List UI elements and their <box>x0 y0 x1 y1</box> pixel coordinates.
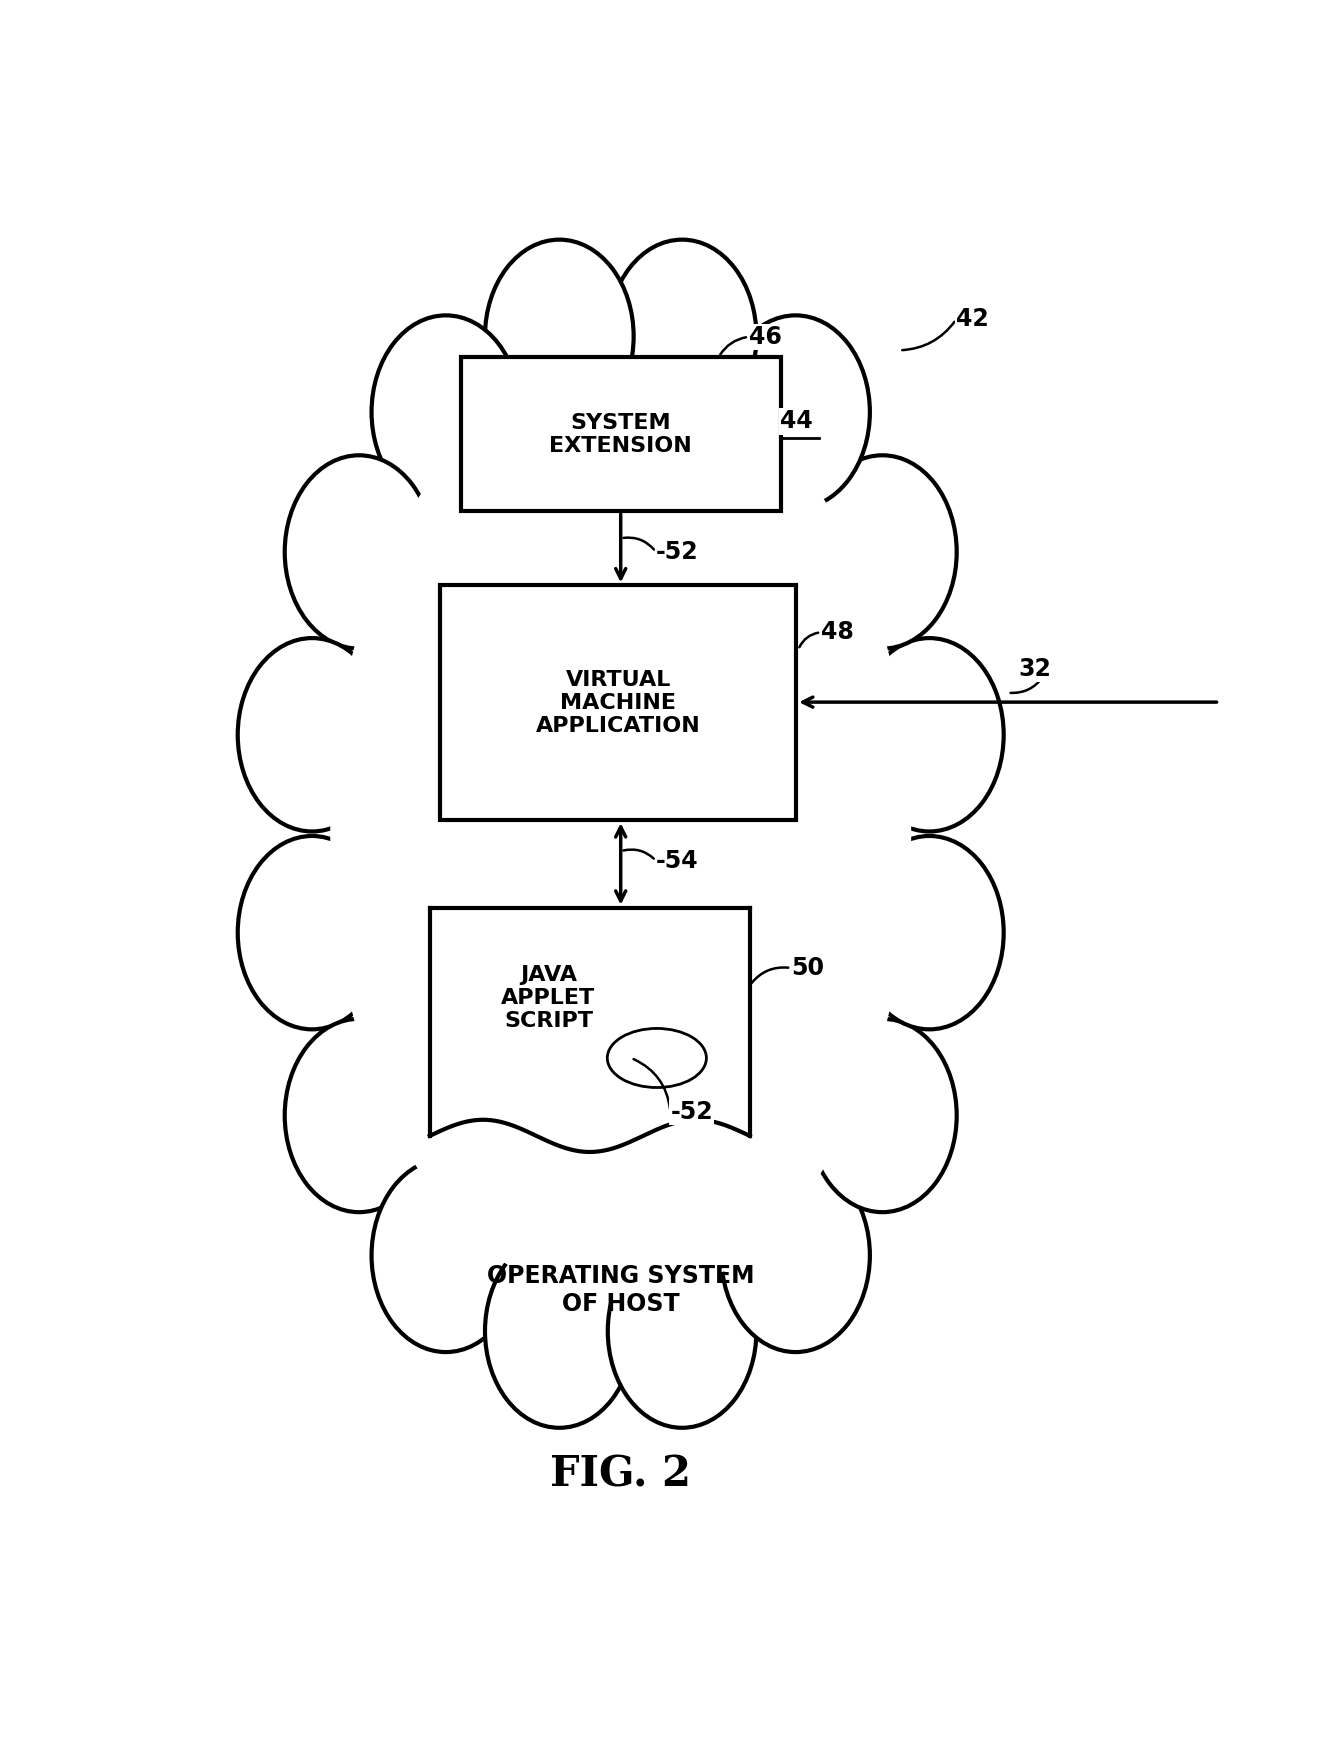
Text: 32: 32 <box>1018 656 1051 680</box>
Text: OPERATING SYSTEM
OF HOST: OPERATING SYSTEM OF HOST <box>488 1264 754 1317</box>
Circle shape <box>485 239 634 433</box>
Circle shape <box>607 1235 757 1428</box>
Ellipse shape <box>607 1029 706 1088</box>
Ellipse shape <box>330 366 911 1301</box>
Circle shape <box>607 239 757 433</box>
Ellipse shape <box>306 326 935 1341</box>
Text: JAVA
APPLET
SCRIPT: JAVA APPLET SCRIPT <box>501 964 595 1031</box>
Circle shape <box>485 1235 634 1428</box>
Circle shape <box>237 835 386 1029</box>
Circle shape <box>809 455 956 649</box>
Bar <box>440 586 797 820</box>
Circle shape <box>237 638 386 832</box>
Text: 42: 42 <box>956 307 988 331</box>
Circle shape <box>285 455 433 649</box>
Text: -52: -52 <box>655 539 698 563</box>
Circle shape <box>855 638 1004 832</box>
Text: VIRTUAL
MACHINE
APPLICATION: VIRTUAL MACHINE APPLICATION <box>535 670 701 736</box>
Text: 46: 46 <box>749 324 782 349</box>
Circle shape <box>721 316 870 509</box>
Bar <box>430 907 750 1135</box>
Text: FIG. 2: FIG. 2 <box>550 1453 691 1495</box>
Text: SYSTEM
EXTENSION: SYSTEM EXTENSION <box>549 413 693 455</box>
Text: 44: 44 <box>779 410 813 434</box>
Text: -54: -54 <box>655 849 698 872</box>
Circle shape <box>372 316 521 509</box>
Bar <box>461 358 781 511</box>
Circle shape <box>809 1018 956 1212</box>
Circle shape <box>285 1018 433 1212</box>
Circle shape <box>372 1158 521 1352</box>
Circle shape <box>855 835 1004 1029</box>
Text: 48: 48 <box>821 621 854 644</box>
Text: -52: -52 <box>670 1100 713 1123</box>
Text: 50: 50 <box>791 956 825 980</box>
Circle shape <box>721 1158 870 1352</box>
